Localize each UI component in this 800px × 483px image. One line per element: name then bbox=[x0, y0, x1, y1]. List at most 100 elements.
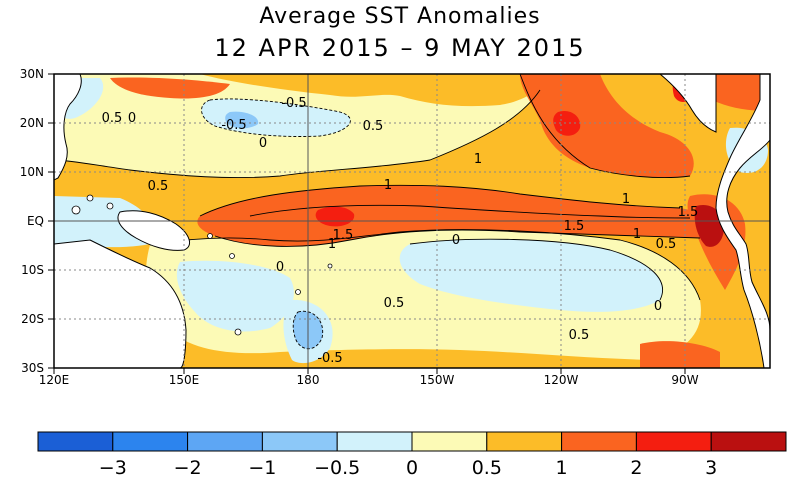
island bbox=[86, 194, 94, 202]
contour-1-northeast bbox=[519, 74, 691, 179]
lon-label: 150E bbox=[169, 373, 200, 387]
colorbar-label: 2 bbox=[630, 457, 642, 479]
hot-spot-north bbox=[553, 110, 581, 136]
islands bbox=[71, 194, 333, 336]
cool-region-southeast bbox=[399, 239, 663, 312]
contour-0_5-south bbox=[149, 229, 701, 301]
contour-label: 0 bbox=[452, 233, 460, 248]
colorbar-label: −3 bbox=[99, 457, 127, 479]
colorbar-label: 0 bbox=[406, 457, 418, 479]
lat-label: 10S bbox=[21, 263, 44, 277]
lat-label: 30N bbox=[20, 67, 44, 81]
reference-lines bbox=[54, 74, 770, 368]
lon-label: 120E bbox=[39, 373, 70, 387]
contour-label: 1 bbox=[328, 237, 336, 252]
colorbar-label: −2 bbox=[174, 457, 202, 479]
colorbar-label: 3 bbox=[705, 457, 717, 479]
contour-1_5 bbox=[249, 204, 691, 219]
contour-label: 1 bbox=[622, 192, 630, 207]
lat-label: 10N bbox=[20, 165, 44, 179]
lon-label: 150W bbox=[420, 373, 455, 387]
land-asia-coast bbox=[54, 74, 82, 181]
contour-label: 1.5 bbox=[333, 228, 354, 243]
island bbox=[106, 202, 114, 210]
colorbar-segment bbox=[635, 431, 712, 452]
contour-label: 0.5 bbox=[102, 111, 123, 126]
contour-label: 0 bbox=[259, 136, 267, 151]
lat-label: 20S bbox=[21, 312, 44, 326]
colorbar-segments bbox=[37, 431, 787, 452]
colorbar-segment bbox=[187, 431, 263, 452]
contour-labels: 0.5 0 -0.5 -0.5 0 0.5 1 0.5 1 1 1.5 1.5 … bbox=[102, 96, 699, 366]
contour-lines bbox=[54, 74, 701, 301]
warm-region-north-west bbox=[110, 77, 230, 99]
island bbox=[71, 205, 81, 215]
longitude-labels: 120E 150E 180 150W 120W 90W bbox=[39, 373, 699, 387]
contour-label: 1 bbox=[384, 178, 392, 193]
contour-neg-south bbox=[292, 310, 324, 350]
contour-label: 0.5 bbox=[384, 296, 405, 311]
contour-0-south bbox=[409, 238, 663, 301]
contour-label: -0.5 bbox=[281, 96, 306, 111]
lon-label: 120W bbox=[544, 373, 579, 387]
land-masses bbox=[54, 74, 770, 368]
island bbox=[207, 233, 213, 239]
colorbar-segment bbox=[561, 431, 637, 452]
land-australia bbox=[54, 239, 187, 368]
colorbar-label: −0.5 bbox=[314, 457, 360, 479]
hot-spot-coastal bbox=[694, 204, 725, 247]
colorbar-label: −1 bbox=[248, 457, 276, 479]
contour-label: 1.5 bbox=[564, 219, 585, 234]
contour-label: 0 bbox=[276, 260, 284, 275]
lat-label: EQ bbox=[27, 214, 44, 228]
contour-label: 0 bbox=[128, 111, 136, 126]
map-title: Average SST Anomalies bbox=[259, 4, 541, 29]
lon-label: 180 bbox=[297, 373, 320, 387]
colorbar-segment bbox=[112, 431, 189, 452]
contour-0_5-north bbox=[54, 89, 541, 179]
contour-neg-north bbox=[201, 98, 351, 137]
island bbox=[234, 328, 242, 336]
contour-label: 1.5 bbox=[678, 205, 699, 220]
contour-label: -0.5 bbox=[221, 118, 246, 133]
contour-label: -0.5 bbox=[317, 351, 342, 366]
land-americas bbox=[715, 74, 770, 368]
contour-label: 0.5 bbox=[363, 119, 384, 134]
colorbar-segment bbox=[336, 431, 413, 452]
lat-label: 20N bbox=[20, 116, 44, 130]
contour-label: 0.5 bbox=[569, 328, 590, 343]
map-subtitle: 12 APR 2015 – 9 MAY 2015 bbox=[214, 34, 586, 62]
colorbar-outline bbox=[37, 431, 787, 452]
cold-patch-north bbox=[225, 111, 259, 129]
warm-region-southeast bbox=[640, 341, 720, 368]
contour-label: 0.5 bbox=[148, 179, 169, 194]
latitude-labels: 30N 20N 10N EQ 10S 20S 30S bbox=[20, 67, 44, 375]
island bbox=[327, 263, 333, 269]
land-north-america bbox=[659, 74, 717, 133]
map-fill-layer bbox=[54, 74, 770, 368]
axis-ticks bbox=[48, 73, 686, 374]
warm-region-northeast bbox=[520, 74, 694, 178]
contour-label: 1 bbox=[633, 227, 641, 242]
colorbar-segment bbox=[261, 431, 338, 452]
colorbar-label: 0.5 bbox=[472, 457, 502, 479]
contour-label: 0 bbox=[654, 299, 662, 314]
negative-contours bbox=[201, 98, 351, 350]
island bbox=[229, 253, 235, 259]
colorbar-segment bbox=[486, 431, 563, 452]
cool-region-southwest bbox=[176, 260, 294, 332]
colorbar-labels: −3 −2 −1 −0.5 0 0.5 1 2 3 bbox=[99, 457, 717, 479]
lon-label: 90W bbox=[671, 373, 698, 387]
colorbar-segment bbox=[710, 431, 787, 452]
contour-1-north bbox=[199, 184, 681, 217]
lat-label: 30S bbox=[21, 361, 44, 375]
colorbar-label: 1 bbox=[556, 457, 568, 479]
colorbar-segment bbox=[37, 431, 114, 452]
colorbar-segment bbox=[411, 431, 488, 452]
colorbar: −3 −2 −1 −0.5 0 0.5 1 2 3 bbox=[37, 431, 787, 479]
contour-label: 0.5 bbox=[656, 237, 677, 252]
island bbox=[295, 289, 301, 295]
contour-1-south bbox=[214, 229, 701, 247]
contour-label: 1 bbox=[474, 152, 482, 167]
